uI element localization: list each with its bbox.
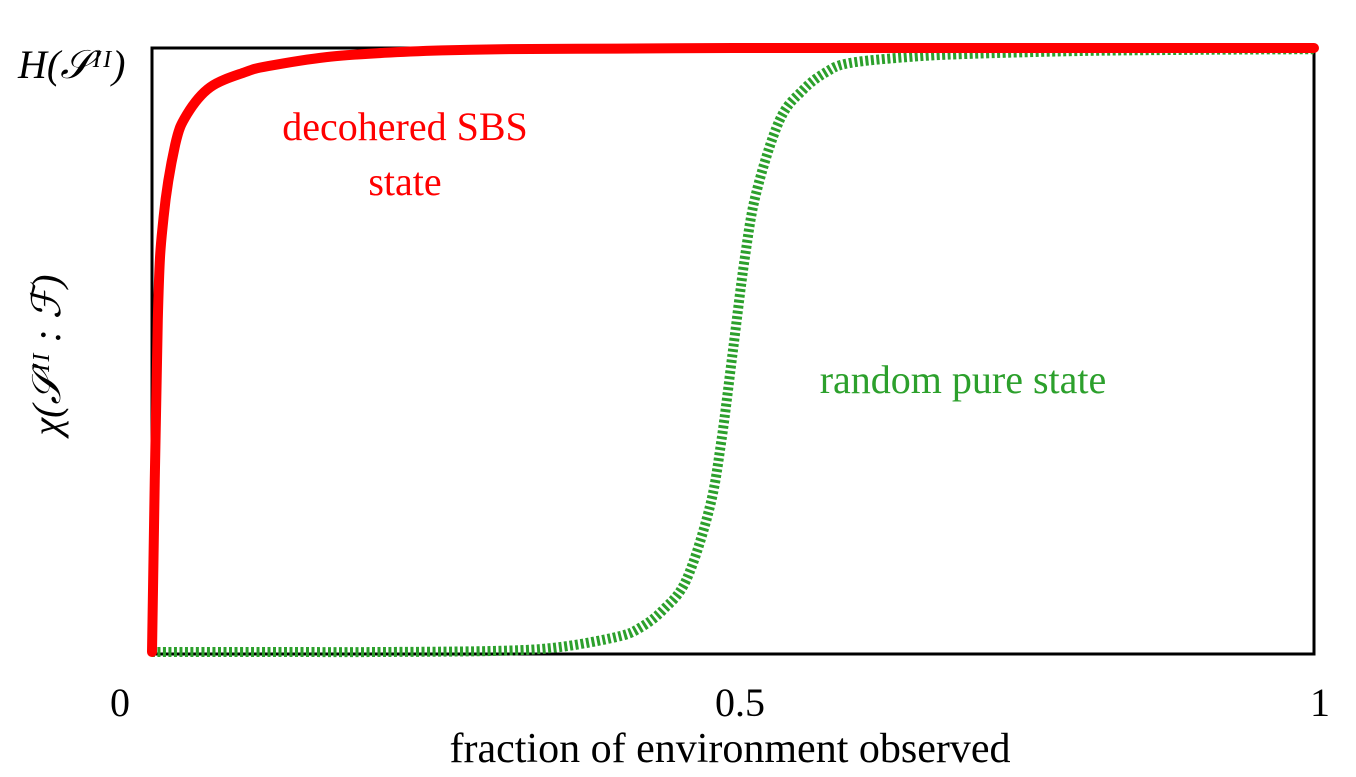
- x-axis-label: fraction of environment observed: [450, 726, 1011, 772]
- series-layer: [147, 42, 1319, 658]
- random-pure-annotation: random pure state: [820, 357, 1107, 402]
- x-tick-label: 1: [1310, 680, 1330, 725]
- x-tick-label: 0: [110, 680, 130, 725]
- sbs-annotation-line2: state: [368, 159, 441, 204]
- y-axis-label: χ(𝒮ᴵᴵ : ℱ): [24, 275, 69, 440]
- series-line-decohered-sbs: [147, 42, 1319, 657]
- x-tick-label: 0.5: [715, 680, 765, 725]
- y-top-label: H(𝒮ᴵᴵ): [17, 42, 125, 87]
- sbs-annotation-line1: decohered SBS: [282, 104, 528, 149]
- series-line-random-pure: [152, 44, 1315, 658]
